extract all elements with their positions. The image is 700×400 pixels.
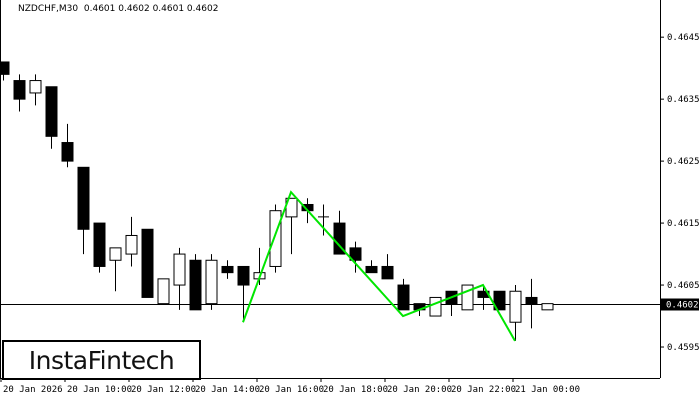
candle <box>237 265 250 323</box>
candle-body <box>205 259 218 305</box>
time-tick-label: 20 Jan 18:00 <box>323 385 388 395</box>
ohlc-label: 0.4601 0.4602 0.4601 0.4602 <box>83 4 219 14</box>
candle <box>205 254 218 310</box>
candle-body <box>45 86 58 137</box>
candle <box>541 303 554 311</box>
symbol-label: NZDCHF,M30 <box>18 4 79 14</box>
pattern-line <box>242 190 516 342</box>
candle <box>429 296 442 317</box>
candle-body <box>525 296 538 305</box>
candle-body <box>61 142 74 162</box>
candle <box>493 290 506 311</box>
candle <box>509 285 522 341</box>
chart-header: NZDCHF,M30 0.4601 0.4602 0.4601 0.4602 <box>18 4 218 14</box>
current-price-tag <box>661 298 699 311</box>
candle <box>61 123 74 168</box>
candle-body <box>237 265 250 286</box>
candle <box>221 260 234 279</box>
candle-body <box>509 290 522 323</box>
time-tick-label: 20 Jan 16:00 <box>259 385 324 395</box>
candle <box>397 278 410 311</box>
candle <box>93 222 106 273</box>
candle-body <box>221 265 234 274</box>
candle <box>189 254 202 311</box>
candle <box>318 204 329 236</box>
price-tick-label: 0.4615 <box>667 219 700 229</box>
time-tick-label: 20 Jan 14:00 <box>195 385 260 395</box>
candle-body <box>29 80 42 94</box>
candle-body <box>109 247 122 261</box>
time-tick-label: 21 Jan 00:00 <box>515 385 580 395</box>
candle <box>109 247 122 292</box>
price-tick-label: 0.4635 <box>667 95 700 105</box>
price-tick-label: 0.4605 <box>667 281 700 291</box>
candle-body <box>397 284 410 311</box>
candle-body <box>493 290 506 311</box>
time-tick-label: 20 Jan 10:00 <box>67 385 132 395</box>
time-tick-label: 20 Jan 12:00 <box>131 385 196 395</box>
candle-body <box>189 259 202 311</box>
current-price-label: 0.4602 <box>666 301 699 311</box>
candle <box>461 284 474 311</box>
candle-body <box>461 284 474 311</box>
candle <box>269 204 282 273</box>
time-tick-label: 20 Jan 22:00 <box>451 385 516 395</box>
time-tick-label: 20 Jan 2026 <box>3 385 63 395</box>
candle-body <box>269 210 282 267</box>
candle <box>525 278 538 329</box>
price-tick-label: 0.4625 <box>667 157 700 167</box>
time-tick-label: 20 Jan 20:00 <box>387 385 452 395</box>
candle <box>477 285 490 310</box>
candle <box>13 74 26 112</box>
candle-body <box>541 303 554 311</box>
price-tick-label: 0.4595 <box>667 343 700 353</box>
candle-body <box>125 234 138 255</box>
candle-body <box>365 265 378 274</box>
candle-body <box>349 247 362 261</box>
candle-body <box>157 278 170 305</box>
candle <box>333 210 346 255</box>
candle <box>157 278 170 305</box>
candle <box>0 61 10 81</box>
candle-body <box>93 222 106 267</box>
price-tick-label: 0.4645 <box>667 33 700 43</box>
candle-body <box>381 265 394 280</box>
candle <box>29 74 42 106</box>
candle-body <box>173 253 186 286</box>
instafintech-logo: InstaFintech <box>2 340 201 380</box>
candle-body <box>429 296 442 317</box>
candle <box>77 166 90 255</box>
candle <box>285 197 298 255</box>
candle-body <box>141 228 154 298</box>
candle <box>45 86 58 149</box>
candle-body <box>77 166 90 230</box>
candle <box>141 228 154 298</box>
candle <box>381 254 394 280</box>
candle-body <box>13 80 26 100</box>
candle <box>349 241 362 273</box>
candle <box>125 216 138 267</box>
candle <box>173 247 186 310</box>
candle-body <box>0 61 10 75</box>
candle <box>365 260 378 274</box>
